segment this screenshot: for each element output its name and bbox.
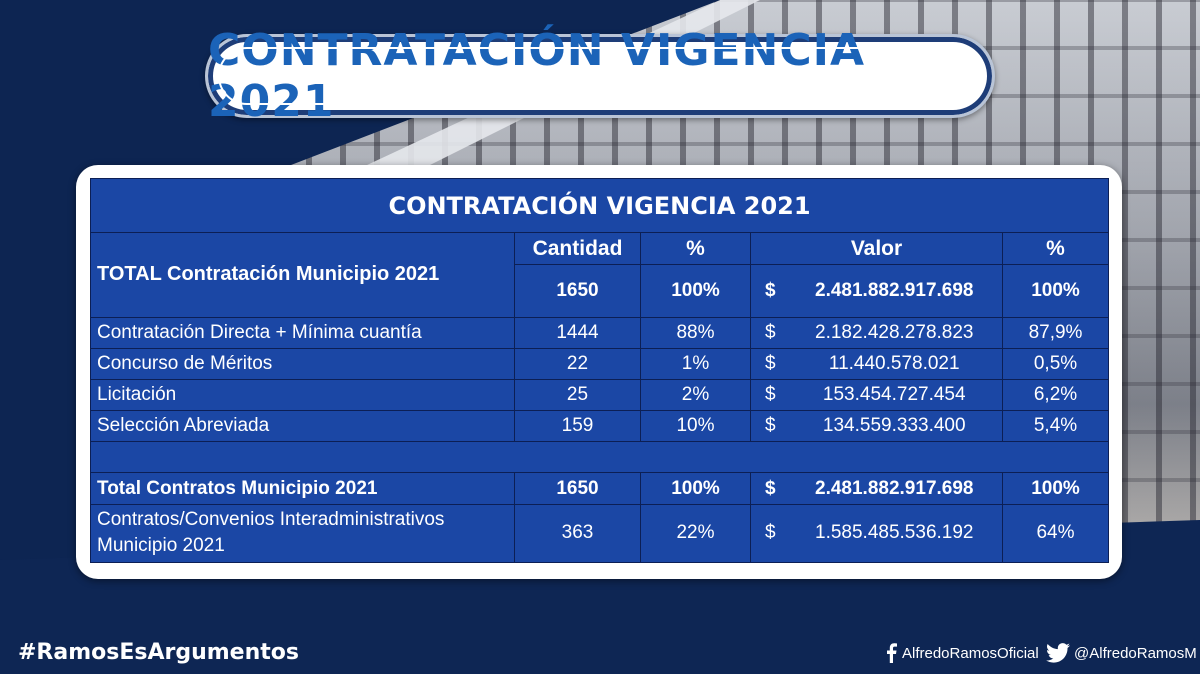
spacer-row bbox=[90, 441, 1109, 474]
facebook-icon bbox=[884, 643, 898, 663]
row-label: Concurso de Méritos bbox=[90, 347, 515, 381]
table-caption-row: CONTRATACIÓN VIGENCIA 2021 bbox=[90, 177, 1109, 234]
row-pct1: 2% bbox=[640, 379, 751, 412]
facebook-handle: AlfredoRamosOficial bbox=[902, 644, 1039, 662]
row-pct2: 6,2% bbox=[1002, 379, 1109, 412]
total-contracts-cantidad: 1650 bbox=[514, 472, 641, 505]
currency-symbol: $ bbox=[750, 472, 787, 505]
row-label: Licitación bbox=[90, 379, 515, 412]
total-row-valor: 2.481.882.917.698 bbox=[786, 264, 1003, 318]
title-banner: CONTRATACIÓN VIGENCIA 2021 bbox=[205, 25, 995, 127]
currency-symbol: $ bbox=[750, 379, 787, 412]
total-contracts-label: Total Contratos Municipio 2021 bbox=[90, 472, 515, 505]
row-cantidad: 1444 bbox=[514, 316, 641, 349]
total-row: 1650 100% $ 2.481.882.917.698 100% bbox=[91, 264, 1109, 318]
facebook-link[interactable]: AlfredoRamosOficial bbox=[884, 643, 1039, 663]
header-cantidad: Cantidad bbox=[514, 232, 641, 266]
currency-symbol: $ bbox=[750, 316, 787, 349]
row-label: Selección Abreviada bbox=[90, 410, 515, 443]
row-cantidad: 22 bbox=[514, 347, 641, 381]
header-pct1: % bbox=[640, 232, 751, 266]
contracting-table: CONTRATACIÓN VIGENCIA 2021 TOTAL Contrat… bbox=[90, 177, 1109, 564]
page-title: CONTRATACIÓN VIGENCIA 2021 bbox=[208, 25, 866, 127]
total-row-label: TOTAL Contratación Municipio 2021 bbox=[90, 232, 515, 318]
twitter-icon bbox=[1046, 643, 1070, 663]
spacer-cell bbox=[90, 441, 1109, 474]
row-label: Contratación Directa + Mínima cuantía bbox=[90, 316, 515, 349]
header-valor: Valor bbox=[750, 232, 1003, 266]
twitter-handle: @AlfredoRamosM bbox=[1074, 644, 1197, 662]
hashtag: #RamosEsArgumentos bbox=[18, 640, 299, 665]
currency-symbol: $ bbox=[750, 347, 787, 381]
total-row-cantidad: 1650 bbox=[514, 264, 641, 318]
row-pct2: 0,5% bbox=[1002, 347, 1109, 381]
table-row: Concurso de Méritos 22 1% $ 11.440.578.0… bbox=[90, 347, 1109, 381]
total-row-pct2: 100% bbox=[1002, 264, 1109, 318]
total-contracts-valor: 2.481.882.917.698 bbox=[786, 472, 1003, 505]
interadmin-pct2: 64% bbox=[1002, 503, 1109, 564]
row-pct1: 10% bbox=[640, 410, 751, 443]
row-valor: 11.440.578.021 bbox=[786, 347, 1003, 381]
interadmin-label-line1: Contratos/Convenios Interadministrativos bbox=[97, 509, 445, 531]
row-pct2: 87,9% bbox=[1002, 316, 1109, 349]
interadmin-label: Contratos/Convenios Interadministrativos… bbox=[90, 503, 515, 564]
row-pct1: 88% bbox=[640, 316, 751, 349]
title-banner-inner-border bbox=[218, 47, 982, 105]
total-contracts-pct1: 100% bbox=[640, 472, 751, 505]
currency-symbol: $ bbox=[750, 264, 787, 318]
currency-symbol: $ bbox=[750, 503, 787, 564]
header-row: TOTAL Contratación Municipio 2021 Cantid… bbox=[90, 232, 1109, 318]
table-row: Selección Abreviada 159 10% $ 134.559.33… bbox=[90, 410, 1109, 443]
row-cantidad: 159 bbox=[514, 410, 641, 443]
row-valor: 2.182.428.278.823 bbox=[786, 316, 1003, 349]
interadmin-valor: 1.585.485.536.192 bbox=[786, 503, 1003, 564]
row-valor: 134.559.333.400 bbox=[786, 410, 1003, 443]
row-cantidad: 25 bbox=[514, 379, 641, 412]
header-pct2: % bbox=[1002, 232, 1109, 266]
row-pct1: 1% bbox=[640, 347, 751, 381]
row-pct2: 5,4% bbox=[1002, 410, 1109, 443]
interadmin-row: Contratos/Convenios Interadministrativos… bbox=[90, 503, 1109, 564]
table-row: Contratación Directa + Mínima cuantía 14… bbox=[90, 316, 1109, 349]
table-row: Licitación 25 2% $ 153.454.727.454 6,2% bbox=[90, 379, 1109, 412]
interadmin-label-line2: Municipio 2021 bbox=[97, 535, 225, 557]
total-contracts-row: Total Contratos Municipio 2021 1650 100%… bbox=[90, 472, 1109, 505]
total-row-pct1: 100% bbox=[640, 264, 751, 318]
row-valor: 153.454.727.454 bbox=[786, 379, 1003, 412]
interadmin-cantidad: 363 bbox=[514, 503, 641, 564]
twitter-link[interactable]: @AlfredoRamosM bbox=[1046, 643, 1197, 663]
currency-symbol: $ bbox=[750, 410, 787, 443]
table-caption: CONTRATACIÓN VIGENCIA 2021 bbox=[90, 177, 1109, 234]
interadmin-pct1: 22% bbox=[640, 503, 751, 564]
total-contracts-pct2: 100% bbox=[1002, 472, 1109, 505]
